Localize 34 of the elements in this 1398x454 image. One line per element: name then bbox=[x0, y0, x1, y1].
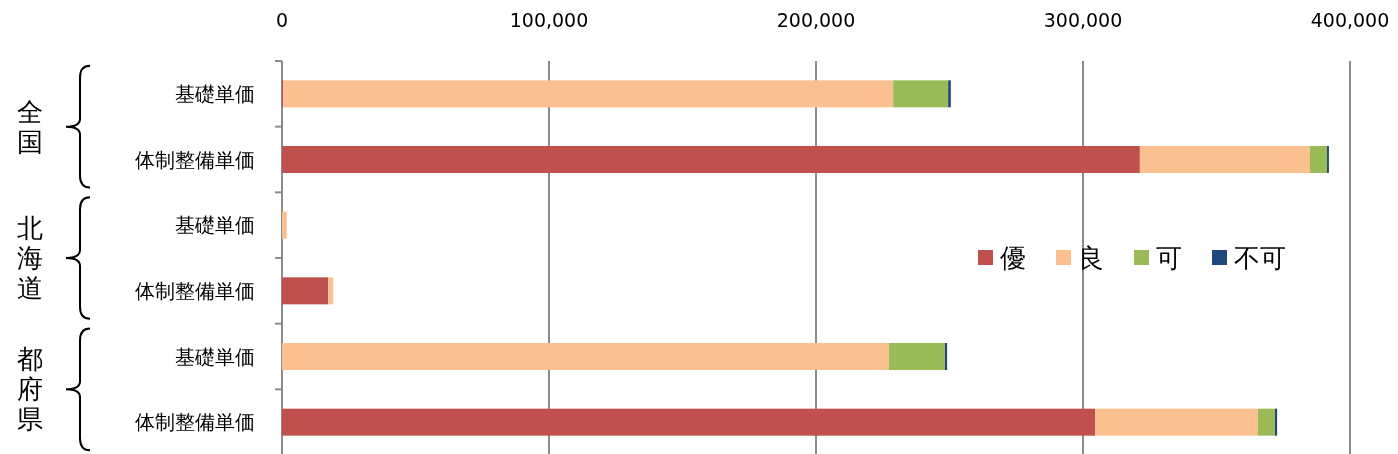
bar bbox=[944, 343, 948, 370]
bar bbox=[1257, 408, 1275, 436]
bar bbox=[948, 80, 951, 108]
legend-label: 不可 bbox=[1234, 243, 1286, 273]
text: 全国 bbox=[17, 96, 43, 157]
y-tick-label: 基礎単価 bbox=[175, 344, 255, 369]
x-tick-label: 300,000 bbox=[1043, 9, 1123, 31]
legend-label: 可 bbox=[1156, 243, 1182, 273]
legend-label: 優 bbox=[1000, 243, 1026, 273]
y-tick-label: 体制整備単価 bbox=[135, 147, 255, 172]
x-tick-label: 0 bbox=[275, 9, 289, 31]
bar bbox=[893, 80, 949, 108]
y-tick-label: 体制整備単価 bbox=[135, 278, 255, 303]
x-tick-label: 200,000 bbox=[776, 9, 856, 31]
bar bbox=[282, 408, 1096, 436]
bar bbox=[1309, 146, 1328, 173]
legend-label: 良 bbox=[1078, 243, 1104, 273]
bar bbox=[1274, 408, 1278, 436]
bar bbox=[283, 80, 894, 108]
bar bbox=[282, 146, 1140, 173]
x-tick-label: 400,000 bbox=[1310, 9, 1390, 31]
bar bbox=[282, 211, 287, 239]
text: 北海道 bbox=[17, 213, 43, 303]
x-tick-label: 100,000 bbox=[509, 9, 589, 31]
text: 都府県 bbox=[17, 344, 43, 435]
bar bbox=[888, 343, 945, 370]
y-tick-label: 基礎単価 bbox=[175, 81, 255, 106]
bar bbox=[282, 343, 889, 370]
y-tick-label: 基礎単価 bbox=[175, 213, 255, 238]
bar bbox=[1095, 408, 1258, 436]
bar bbox=[328, 277, 334, 305]
y-tick-label: 体制整備単価 bbox=[135, 410, 255, 435]
bar bbox=[1139, 146, 1310, 173]
bar bbox=[282, 277, 329, 305]
